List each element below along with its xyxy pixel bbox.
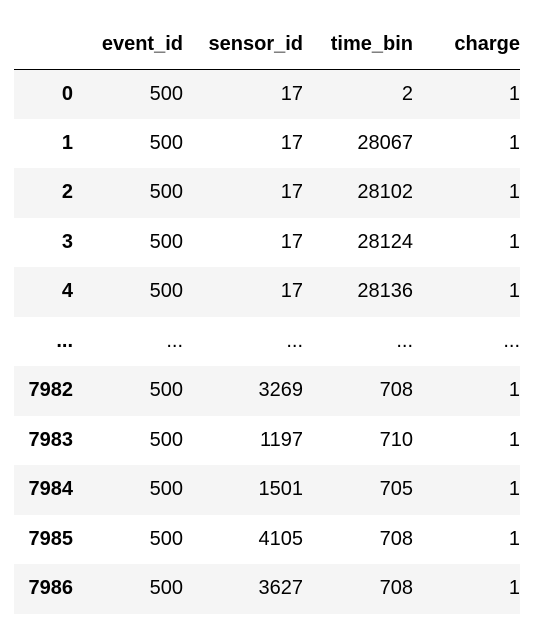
row-index: 7984 [28, 478, 74, 501]
cell-sensor-id: ... [286, 329, 303, 352]
cell-sensor-id: 4105 [258, 527, 304, 550]
table-row: 7984 500 1501 705 1 [14, 465, 520, 515]
cell-time-bin: 28136 [357, 280, 413, 303]
table-row: 0 500 17 2 1 [14, 69, 520, 119]
row-index: 3 [61, 230, 73, 253]
row-index: 4 [61, 280, 73, 303]
cell-sensor-id: 3269 [258, 379, 304, 402]
column-header-event-id: event_id [101, 32, 183, 55]
cell-time-bin: 2 [401, 82, 413, 105]
cell-time-bin: ... [396, 329, 413, 352]
cell-charge: 1 [508, 577, 520, 600]
row-index: 7986 [28, 577, 74, 600]
cell-event-id: 500 [149, 131, 183, 154]
cell-time-bin: 708 [379, 577, 413, 600]
cell-charge: 1 [508, 379, 520, 402]
dataframe-output: event_id sensor_id time_bin charge 0 500… [14, 20, 520, 614]
cell-sensor-id: 17 [280, 230, 303, 253]
cell-charge: 1 [508, 280, 520, 303]
column-header-sensor-id: sensor_id [208, 32, 303, 55]
cell-sensor-id: 17 [280, 280, 303, 303]
table-row: 7983 500 1197 710 1 [14, 415, 520, 465]
cell-time-bin: 708 [379, 527, 413, 550]
cell-time-bin: 28067 [357, 131, 413, 154]
cell-event-id: ... [166, 329, 183, 352]
cell-time-bin: 705 [379, 478, 413, 501]
table-row: 2 500 17 28102 1 [14, 168, 520, 218]
table-row: 7985 500 4105 708 1 [14, 514, 520, 564]
dataframe-table: event_id sensor_id time_bin charge 0 500… [14, 20, 520, 614]
table-row: 3 500 17 28124 1 [14, 217, 520, 267]
cell-event-id: 500 [149, 577, 183, 600]
row-index: 2 [61, 181, 73, 204]
row-index: 7983 [28, 428, 74, 451]
column-header-charge: charge [454, 32, 520, 55]
cell-sensor-id: 1501 [258, 478, 304, 501]
index-header [14, 20, 73, 69]
cell-time-bin: 28102 [357, 181, 413, 204]
header-row: event_id sensor_id time_bin charge [14, 20, 520, 69]
cell-sensor-id: 17 [280, 181, 303, 204]
cell-charge: 1 [508, 181, 520, 204]
cell-time-bin: 710 [379, 428, 413, 451]
cell-sensor-id: 1197 [259, 428, 303, 451]
cell-event-id: 500 [149, 230, 183, 253]
table-row: 7986 500 3627 708 1 [14, 564, 520, 614]
row-index: 7985 [28, 527, 74, 550]
cell-event-id: 500 [149, 181, 183, 204]
table-row: 4 500 17 28136 1 [14, 267, 520, 317]
table-header: event_id sensor_id time_bin charge [14, 20, 520, 69]
cell-charge: 1 [508, 230, 520, 253]
table-row: 1 500 17 28067 1 [14, 118, 520, 168]
cell-sensor-id: 17 [280, 82, 303, 105]
cell-event-id: 500 [149, 280, 183, 303]
row-index: 1 [61, 131, 73, 154]
cell-charge: 1 [508, 131, 520, 154]
cell-charge: 1 [508, 82, 520, 105]
row-index: ... [56, 329, 73, 352]
row-index: 7982 [28, 379, 74, 402]
cell-sensor-id: 17 [280, 131, 303, 154]
row-index: 0 [61, 82, 73, 105]
cell-time-bin: 28124 [357, 230, 413, 253]
column-header-time-bin: time_bin [330, 32, 413, 55]
cell-time-bin: 708 [379, 379, 413, 402]
cell-charge: 1 [508, 527, 520, 550]
cell-charge: ... [503, 329, 520, 352]
table-row: 7982 500 3269 708 1 [14, 366, 520, 416]
cell-charge: 1 [508, 478, 520, 501]
cell-event-id: 500 [149, 428, 183, 451]
cell-event-id: 500 [149, 82, 183, 105]
table-body: 0 500 17 2 1 1 500 17 28067 1 2 500 17 2… [14, 69, 520, 614]
cell-charge: 1 [508, 428, 520, 451]
table-row-ellipsis: ... ... ... ... ... [14, 316, 520, 366]
cell-event-id: 500 [149, 478, 183, 501]
cell-event-id: 500 [149, 379, 183, 402]
cell-event-id: 500 [149, 527, 183, 550]
cell-sensor-id: 3627 [258, 577, 304, 600]
